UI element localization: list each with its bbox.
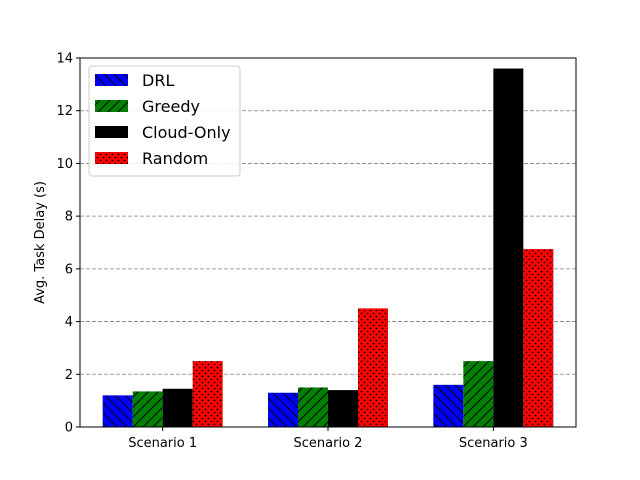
legend-label: DRL [142, 71, 174, 90]
bar-greedy-2 [298, 387, 328, 427]
bar-random-2 [358, 308, 388, 427]
legend-label: Cloud-Only [142, 123, 231, 142]
x-tick-label: Scenario 3 [459, 436, 528, 451]
legend-swatch-cloud-only [95, 126, 128, 138]
legend: DRL Greedy Cloud-Only Random [88, 65, 241, 177]
y-tick-label: 8 [65, 210, 73, 225]
x-tick-label: Scenario 1 [128, 436, 197, 451]
legend-swatch-drl [95, 74, 128, 86]
y-axis-label: Avg. Task Delay (s) [33, 181, 48, 304]
bar-cloud-only-1 [162, 388, 193, 427]
legend-label: Random [142, 149, 208, 168]
y-tick-label: 0 [65, 421, 73, 436]
bar-drl-3 [433, 384, 464, 427]
y-tick-label: 6 [65, 262, 73, 277]
bar-greedy-1 [132, 391, 163, 427]
y-tick-label: 12 [56, 104, 73, 119]
y-tick-label: 2 [65, 368, 73, 383]
bar-random-1 [192, 361, 223, 427]
bar-drl-2 [268, 392, 298, 427]
x-tick-label: Scenario 2 [294, 436, 363, 451]
bars [102, 68, 554, 428]
legend-swatch-random [95, 152, 128, 164]
y-tick-label: 4 [65, 315, 73, 330]
x-axis: Scenario 1 Scenario 2 Scenario 3 [128, 427, 528, 451]
bar-random-3 [523, 249, 554, 427]
bar-cloud-only-3 [493, 68, 524, 428]
bar-cloud-only-2 [328, 390, 358, 427]
y-tick-label: 10 [56, 157, 73, 172]
legend-label: Greedy [142, 97, 200, 116]
y-axis: 0 2 4 6 8 10 12 14 [56, 52, 80, 436]
y-tick-label: 14 [56, 52, 73, 67]
legend-swatch-greedy [95, 100, 128, 112]
bar-greedy-3 [463, 361, 494, 427]
legend-box [88, 65, 241, 177]
bar-drl-1 [102, 395, 133, 427]
